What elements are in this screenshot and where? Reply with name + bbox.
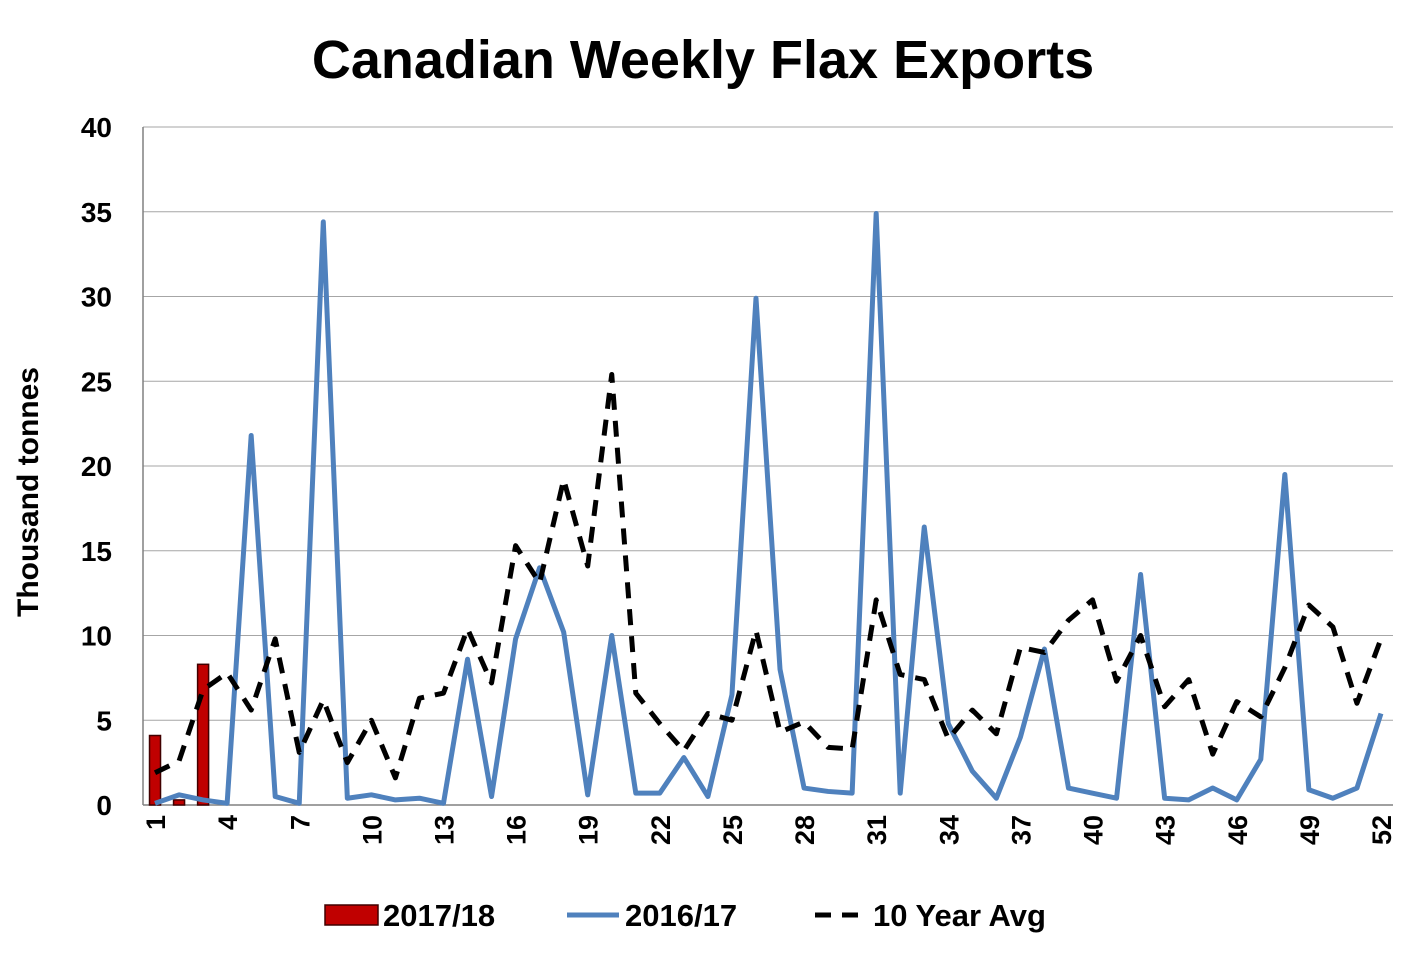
y-tick-label: 10 xyxy=(81,621,112,652)
x-tick-label: 31 xyxy=(862,815,892,845)
x-tick-label: 13 xyxy=(429,815,459,845)
x-tick-label: 28 xyxy=(790,815,820,845)
bar xyxy=(172,799,186,806)
bar xyxy=(196,663,210,806)
x-tick-label: 1 xyxy=(141,815,171,830)
x-tick-label: 4 xyxy=(213,815,243,830)
x-tick-label: 10 xyxy=(357,815,387,845)
x-tick-label: 43 xyxy=(1151,815,1181,845)
legend-swatch xyxy=(324,904,379,926)
y-tick-label: 20 xyxy=(81,451,112,482)
series-line xyxy=(153,371,1384,781)
legend-label: 10 Year Avg xyxy=(873,898,1046,933)
y-tick-label: 40 xyxy=(81,112,112,143)
x-tick-label: 25 xyxy=(718,815,748,845)
x-tick-label: 34 xyxy=(934,815,964,845)
x-tick-label: 40 xyxy=(1079,815,1109,845)
y-tick-label: 5 xyxy=(96,705,112,736)
x-tick-label: 7 xyxy=(285,815,315,830)
chart-title: Canadian Weekly Flax Exports xyxy=(312,30,1094,90)
series-line xyxy=(154,210,1384,806)
y-tick-label: 0 xyxy=(96,790,112,821)
y-tick-label: 30 xyxy=(81,282,112,313)
x-tick-label: 49 xyxy=(1295,815,1325,845)
y-tick-label: 35 xyxy=(81,197,112,228)
x-tick-label: 46 xyxy=(1223,815,1253,845)
x-tick-label: 22 xyxy=(646,815,676,845)
x-tick-label: 37 xyxy=(1006,815,1036,845)
y-tick-label: 15 xyxy=(81,536,112,567)
legend-label: 2016/17 xyxy=(625,898,737,933)
y-axis-label: Thousand tonnes xyxy=(12,367,45,617)
x-tick-label: 52 xyxy=(1367,815,1397,845)
x-tick-label: 19 xyxy=(574,815,604,845)
y-tick-label: 25 xyxy=(81,366,112,397)
x-tick-label: 16 xyxy=(502,815,532,845)
legend-label: 2017/18 xyxy=(383,898,495,933)
